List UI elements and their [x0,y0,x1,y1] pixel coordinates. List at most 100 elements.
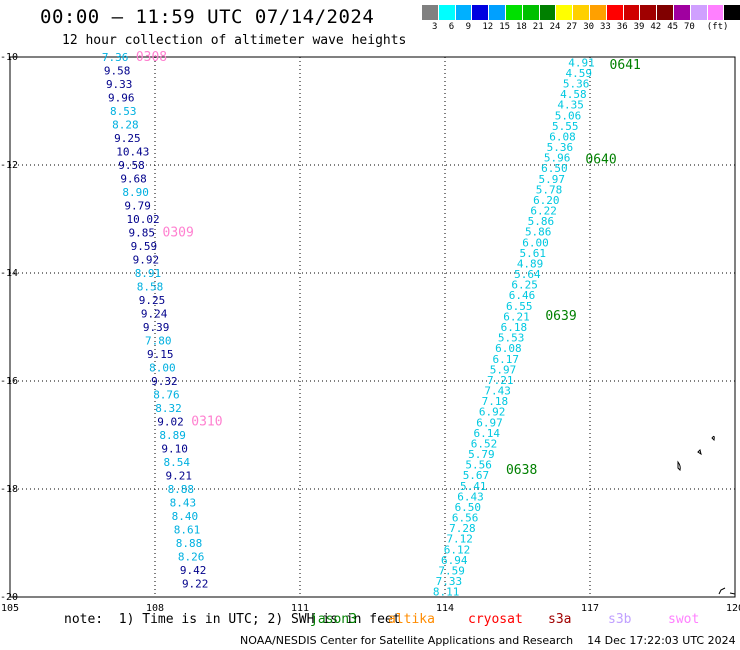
pass-time-label: 0309 [163,226,194,241]
wave-height-point: 8.91 [135,267,162,280]
wave-height-point: 8.11 [433,586,460,599]
wave-height-point: 9.59 [131,240,158,253]
wave-height-point: 5.86 [528,215,555,228]
wave-height-point: 5.41 [460,480,487,493]
wave-height-point: 9.39 [143,321,170,334]
scale-swatch [690,5,708,20]
y-tick-label: -14 [0,268,18,279]
scale-label: 30 [583,22,595,32]
scale-swatch [472,5,490,20]
footer-note: note: 1) Time is in UTC; 2) SWH is in fe… [64,612,401,627]
pass-time-label: 0641 [610,58,641,73]
scale-label: 24 [549,22,561,32]
wave-height-point: 8.88 [176,537,203,550]
time-labels: 0308 0309 0310 0641 0640 0639 0638 [136,50,641,478]
wave-height-point: 9.24 [141,308,168,321]
wave-height-point: 4.58 [560,88,587,101]
wave-height-point: 9.22 [182,578,209,591]
scale-label: 15 [499,22,511,32]
island-outline [711,435,715,442]
coastline-outline [718,587,736,595]
pass-time-label: 0640 [585,153,616,168]
color-scale: 3 6 9 12 15 18 21 24 27 30 33 36 39 42 45 70 (ft) [422,5,740,34]
scale-swatch [489,5,506,20]
y-tick-label: -16 [0,376,18,387]
wave-height-point: 4.59 [566,67,593,80]
scale-label: 6 [448,22,455,32]
wave-height-point: 5.64 [514,268,541,281]
wave-height-point: 8.58 [137,281,164,294]
wave-height-point: 5.36 [547,141,574,154]
wave-height-point: 9.15 [147,348,174,361]
wave-height-point: 9.33 [106,78,133,91]
wave-height-point: 8.61 [174,524,201,537]
wave-height-point: 9.92 [133,254,160,267]
pass-time-label: 0308 [136,50,167,65]
scale-swatch [505,5,523,20]
page-subtitle: 12 hour collection of altimeter wave hei… [62,33,407,48]
page-title: 00:00 – 11:59 UTC 07/14/2024 [40,6,375,28]
x-tick-label: 117 [581,603,599,614]
wave-height-point: 8.40 [172,510,199,523]
wave-height-point: 8.28 [112,119,138,132]
y-tick-label: -18 [0,484,18,495]
wave-height-point: 9.58 [104,65,131,78]
scale-label: 18 [516,22,527,32]
west-track: 7.369.589.339.968.538.289.2510.439.589.6… [102,51,209,591]
axis-labels: 105 108 111 114 117 120 -10 -12 -14 -16 -18 -20 [0,52,740,614]
color-scale-swatches [422,5,740,20]
wave-height-point: 9.10 [161,443,188,456]
island-outline [677,460,681,471]
wave-height-point: 6.43 [457,490,484,503]
wave-height-point: 5.55 [552,120,579,133]
wave-height-point: 7.21 [487,374,514,387]
scale-swatch [573,5,590,20]
wave-height-point: 7.43 [484,385,511,398]
scale-label: 36 [616,22,628,32]
wave-height-point: 7.28 [449,522,476,535]
island-outline [697,449,702,456]
scale-label: (ft) [706,22,729,32]
scale-swatch [707,5,725,20]
scale-swatch [438,5,456,20]
wave-height-point: 9.42 [180,564,207,577]
wave-height-point: 9.25 [139,294,166,307]
legend-item-jason3: jason3 [310,612,357,627]
wave-height-point: 9.96 [108,92,135,105]
scale-swatch [422,5,439,20]
wave-height-point: 6.00 [522,236,549,249]
y-tick-label: -20 [0,592,18,603]
east-track: 4.914.595.364.584.355.065.556.085.365.96… [433,56,595,598]
wave-height-point: 4.89 [517,257,544,270]
scale-swatch [724,5,740,20]
pass-time-label: 0639 [545,309,576,324]
wave-height-point: 7.80 [145,335,172,348]
scale-label: 33 [600,22,611,32]
scale-label: 12 [482,22,494,32]
wave-height-point: 5.97 [490,363,517,376]
wave-height-point: 5.78 [536,183,563,196]
wave-height-point: 5.67 [463,469,490,482]
wave-height-point: 5.36 [563,78,590,91]
wave-height-point: 10.02 [126,213,159,226]
wave-height-point: 6.08 [549,130,576,143]
scale-swatch [539,5,557,20]
wave-height-point: 9.02 [157,416,184,429]
scale-label: 21 [532,22,544,32]
scale-swatch [522,5,540,20]
wave-height-point: 7.33 [436,575,463,588]
wave-height-point: 4.91 [568,56,595,69]
wave-height-point: 6.18 [501,321,528,334]
y-tick-label: -10 [0,52,18,63]
x-tick-label: 111 [291,603,309,614]
wave-height-point: 9.68 [120,173,147,186]
wave-height-point: 7.36 [102,51,129,64]
wave-height-point: 6.56 [452,512,479,525]
wave-height-point: 7.12 [446,533,473,546]
wave-height-point: 6.25 [511,279,538,292]
wave-height-point: 8.43 [170,497,197,510]
legend-item-s3a: s3a [548,612,572,627]
wave-height-point: 8.32 [155,402,182,415]
x-tick-label: 114 [436,603,454,614]
wave-height-point: 4.35 [557,99,584,112]
